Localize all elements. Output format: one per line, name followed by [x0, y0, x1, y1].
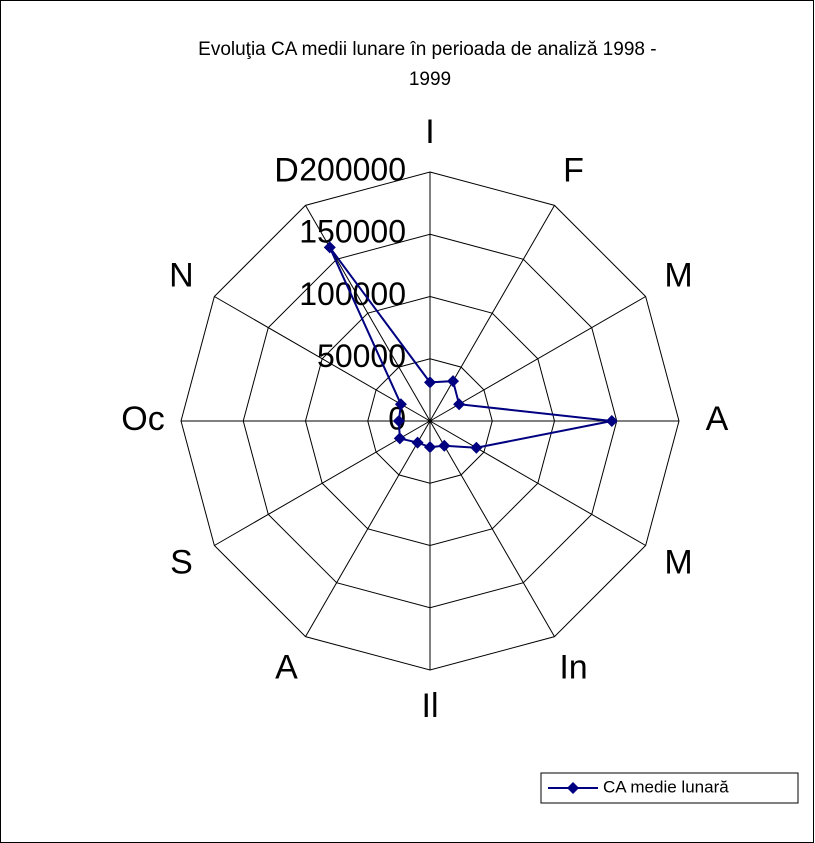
category-label: In [559, 649, 587, 687]
category-label: A [275, 649, 298, 687]
category-label: Il [422, 687, 439, 725]
title-line: Evoluţia CA medii lunare în perioada de … [198, 39, 656, 60]
category-label: Oc [121, 400, 164, 438]
data-point [438, 439, 451, 452]
data-point [424, 441, 436, 454]
data-point [394, 398, 407, 411]
grid [180, 171, 680, 671]
data-point [470, 441, 483, 454]
y-tick-label: 150000 [299, 214, 406, 250]
category-label: M [664, 543, 692, 581]
category-label: F [563, 151, 584, 189]
category-label: D [274, 151, 299, 189]
data-point [411, 436, 424, 449]
y-tick-label: 50000 [317, 338, 406, 374]
spoke [214, 420, 431, 546]
data-point [605, 415, 618, 427]
category-label: M [664, 256, 692, 294]
spoke [214, 296, 431, 422]
spoke [429, 420, 555, 637]
spoke [429, 205, 555, 422]
spoke [305, 420, 431, 637]
y-tick-label: 100000 [299, 276, 406, 312]
data-point [453, 398, 466, 411]
data-point [424, 376, 436, 389]
spoke [429, 420, 646, 546]
data-point [393, 432, 406, 445]
spoke [305, 205, 431, 422]
category-label: A [706, 400, 729, 438]
category-label: I [425, 113, 434, 151]
category-label: S [170, 543, 193, 581]
legend-marker [567, 782, 579, 794]
chart-title: Evoluţia CA medii lunare în perioada de … [198, 39, 662, 90]
spoke [429, 296, 646, 422]
title-line: 1999 [409, 69, 451, 90]
data-point [447, 375, 460, 388]
data-point [323, 241, 336, 254]
data-point [392, 415, 405, 427]
category-label: N [169, 256, 194, 294]
y-tick-label: 200000 [299, 151, 406, 187]
legend-label: CA medie lunară [603, 777, 729, 796]
